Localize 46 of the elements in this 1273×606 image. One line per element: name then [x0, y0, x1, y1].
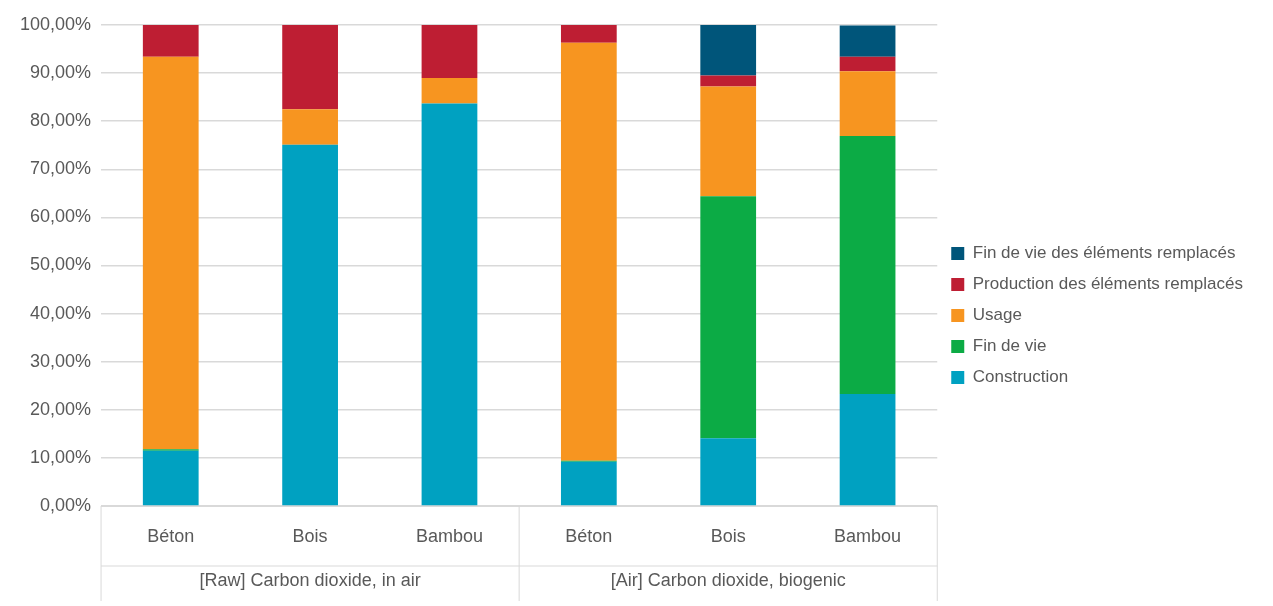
bar — [839, 25, 896, 57]
y-tick-label: 10,00% — [30, 446, 92, 467]
bar — [700, 438, 757, 506]
y-tick-label: 0,00% — [40, 494, 92, 515]
x-tick-label: Béton — [147, 525, 195, 546]
y-tick-label: 50,00% — [30, 254, 92, 275]
text: [Raw] Carbon dioxide, in air — [199, 569, 421, 590]
bar — [560, 25, 617, 43]
y-tick-label: 30,00% — [30, 350, 92, 371]
y-tick-label: 90,00% — [30, 62, 92, 83]
bar — [839, 136, 896, 394]
x-tick-label: Bois — [710, 525, 746, 546]
y-tick-label: 20,00% — [30, 398, 92, 419]
bar — [421, 25, 478, 78]
bar — [142, 450, 199, 506]
bar — [560, 42, 617, 461]
y-tick-label: 60,00% — [30, 206, 92, 227]
bar — [839, 56, 896, 72]
bar — [282, 25, 338, 110]
bar — [142, 56, 199, 450]
bar — [560, 461, 617, 506]
legend-label: Fin de vie des éléments remplacés — [972, 243, 1236, 263]
y-tick-label: 70,00% — [30, 158, 92, 179]
bar — [839, 393, 896, 506]
bar — [282, 109, 338, 145]
bar — [421, 77, 478, 104]
x-tick-label: Béton — [565, 525, 613, 546]
bar — [142, 25, 199, 57]
bar — [700, 25, 757, 76]
bar — [282, 144, 338, 506]
y-tick-label: 100,00% — [20, 13, 92, 34]
bar — [839, 71, 896, 137]
legend-label: Fin de vie — [972, 336, 1047, 356]
y-tick-label: 80,00% — [30, 110, 92, 131]
x-tick-label: Bois — [292, 525, 328, 546]
text: [Air] Carbon dioxide, biogenic — [610, 569, 846, 590]
bar — [700, 196, 757, 439]
bar — [700, 75, 757, 87]
legend-label: Production des éléments remplacés — [972, 274, 1243, 294]
bar — [700, 86, 757, 197]
legend-label: Usage — [972, 305, 1022, 325]
y-tick-label: 40,00% — [30, 302, 92, 323]
x-tick-label: Bambou — [415, 525, 483, 546]
legend-label: Construction — [972, 367, 1069, 387]
x-tick-label: Bambou — [834, 525, 902, 546]
bar — [421, 103, 478, 506]
